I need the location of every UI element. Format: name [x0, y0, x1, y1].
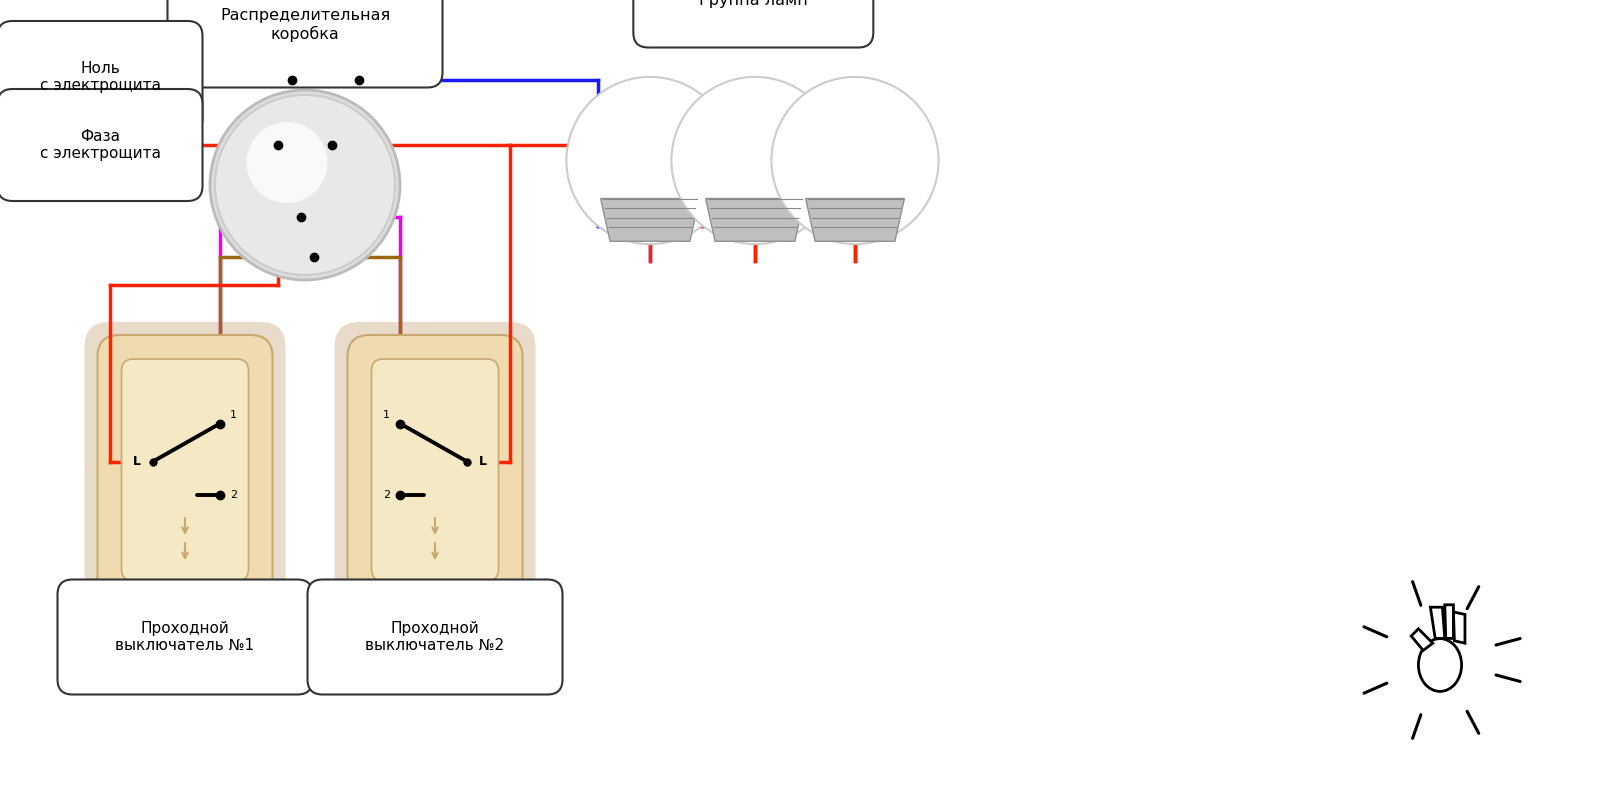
Text: Фаза
с электрощита: Фаза с электрощита — [40, 129, 160, 162]
Ellipse shape — [1419, 638, 1462, 691]
Circle shape — [210, 90, 400, 280]
FancyBboxPatch shape — [98, 335, 272, 605]
Polygon shape — [600, 198, 699, 242]
FancyBboxPatch shape — [371, 359, 499, 581]
Text: Распределительная
коробка: Распределительная коробка — [219, 8, 390, 42]
Ellipse shape — [814, 115, 848, 139]
FancyBboxPatch shape — [85, 322, 285, 618]
Text: Проходной
выключатель №1: Проходной выключатель №1 — [115, 621, 254, 653]
Ellipse shape — [610, 115, 643, 139]
Circle shape — [672, 77, 838, 244]
Text: 1: 1 — [230, 410, 237, 420]
FancyBboxPatch shape — [0, 89, 203, 201]
Text: Группа ламп: Группа ламп — [699, 0, 808, 7]
Circle shape — [566, 77, 733, 244]
FancyBboxPatch shape — [307, 579, 563, 694]
Circle shape — [214, 95, 395, 275]
Text: L: L — [480, 455, 488, 468]
Text: 2: 2 — [382, 490, 390, 500]
Polygon shape — [1411, 629, 1434, 650]
Text: Проходной
выключатель №2: Проходной выключатель №2 — [365, 621, 504, 653]
Polygon shape — [806, 198, 904, 242]
Polygon shape — [1445, 605, 1453, 638]
Polygon shape — [706, 198, 805, 242]
FancyBboxPatch shape — [347, 335, 523, 605]
FancyBboxPatch shape — [122, 359, 248, 581]
Circle shape — [246, 122, 328, 203]
FancyBboxPatch shape — [168, 0, 443, 87]
FancyBboxPatch shape — [634, 0, 874, 47]
Text: 2: 2 — [230, 490, 237, 500]
Circle shape — [771, 77, 939, 244]
FancyBboxPatch shape — [58, 579, 312, 694]
FancyBboxPatch shape — [0, 21, 203, 133]
Text: 1: 1 — [384, 410, 390, 420]
FancyBboxPatch shape — [334, 322, 536, 618]
Text: L: L — [133, 455, 141, 468]
Ellipse shape — [715, 115, 747, 139]
Polygon shape — [1430, 607, 1445, 638]
Text: Ноль
с электрощита: Ноль с электрощита — [40, 61, 160, 94]
Polygon shape — [1453, 612, 1466, 643]
